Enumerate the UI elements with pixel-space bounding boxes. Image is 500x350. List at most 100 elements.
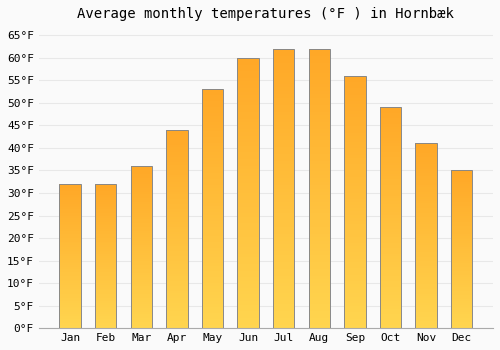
- Bar: [451, 249, 472, 251]
- Bar: [202, 128, 223, 131]
- Bar: [416, 305, 437, 307]
- Bar: [202, 239, 223, 241]
- Bar: [60, 280, 81, 281]
- Bar: [60, 276, 81, 278]
- Bar: [60, 308, 81, 310]
- Bar: [238, 267, 259, 271]
- Bar: [202, 149, 223, 152]
- Bar: [238, 240, 259, 244]
- Bar: [308, 297, 330, 300]
- Bar: [416, 236, 437, 238]
- Bar: [238, 315, 259, 318]
- Bar: [238, 271, 259, 274]
- Bar: [344, 262, 366, 265]
- Bar: [344, 199, 366, 202]
- Bar: [380, 306, 401, 309]
- Bar: [238, 156, 259, 159]
- Bar: [451, 206, 472, 208]
- Bar: [166, 261, 188, 264]
- Bar: [166, 224, 188, 226]
- Bar: [344, 306, 366, 309]
- Bar: [416, 199, 437, 201]
- Bar: [166, 160, 188, 162]
- Bar: [308, 133, 330, 136]
- Bar: [380, 220, 401, 223]
- Bar: [380, 245, 401, 248]
- Bar: [238, 163, 259, 166]
- Bar: [202, 134, 223, 137]
- Bar: [166, 321, 188, 323]
- Bar: [273, 251, 294, 255]
- Bar: [273, 318, 294, 321]
- Bar: [166, 212, 188, 214]
- Bar: [308, 325, 330, 328]
- Bar: [380, 323, 401, 326]
- Bar: [60, 191, 81, 193]
- Bar: [451, 170, 472, 173]
- Bar: [238, 251, 259, 254]
- Bar: [416, 203, 437, 206]
- Bar: [308, 77, 330, 80]
- Bar: [380, 215, 401, 218]
- Bar: [380, 140, 401, 143]
- Bar: [416, 190, 437, 192]
- Bar: [238, 183, 259, 186]
- Bar: [308, 248, 330, 251]
- Bar: [202, 125, 223, 128]
- Bar: [95, 260, 116, 261]
- Bar: [238, 220, 259, 223]
- Bar: [130, 217, 152, 219]
- Bar: [95, 298, 116, 299]
- Bar: [273, 147, 294, 150]
- Bar: [308, 175, 330, 178]
- Bar: [202, 89, 223, 92]
- Bar: [416, 243, 437, 245]
- Bar: [344, 256, 366, 259]
- Bar: [95, 202, 116, 204]
- Bar: [130, 211, 152, 212]
- Bar: [95, 290, 116, 292]
- Bar: [451, 198, 472, 200]
- Bar: [60, 312, 81, 314]
- Bar: [273, 133, 294, 136]
- Bar: [60, 305, 81, 307]
- Bar: [416, 208, 437, 210]
- Bar: [60, 197, 81, 198]
- Bar: [130, 284, 152, 286]
- Bar: [60, 267, 81, 269]
- Bar: [166, 219, 188, 222]
- Bar: [273, 73, 294, 77]
- Bar: [273, 307, 294, 311]
- Bar: [416, 301, 437, 303]
- Bar: [344, 133, 366, 136]
- Bar: [238, 98, 259, 102]
- Bar: [344, 202, 366, 205]
- Bar: [273, 171, 294, 175]
- Bar: [416, 275, 437, 278]
- Bar: [380, 165, 401, 168]
- Bar: [344, 265, 366, 268]
- Bar: [380, 317, 401, 320]
- Bar: [95, 222, 116, 224]
- Bar: [238, 139, 259, 142]
- Bar: [273, 290, 294, 293]
- Bar: [380, 152, 401, 154]
- Bar: [451, 318, 472, 320]
- Bar: [344, 196, 366, 199]
- Bar: [202, 257, 223, 260]
- Bar: [344, 174, 366, 177]
- Bar: [416, 271, 437, 273]
- Bar: [60, 242, 81, 244]
- Bar: [344, 233, 366, 237]
- Bar: [273, 108, 294, 112]
- Bar: [416, 284, 437, 287]
- Bar: [60, 269, 81, 271]
- Bar: [416, 312, 437, 314]
- Bar: [95, 193, 116, 195]
- Bar: [380, 204, 401, 207]
- Bar: [238, 176, 259, 180]
- Bar: [238, 142, 259, 146]
- Bar: [344, 136, 366, 139]
- Bar: [166, 217, 188, 219]
- Bar: [95, 305, 116, 307]
